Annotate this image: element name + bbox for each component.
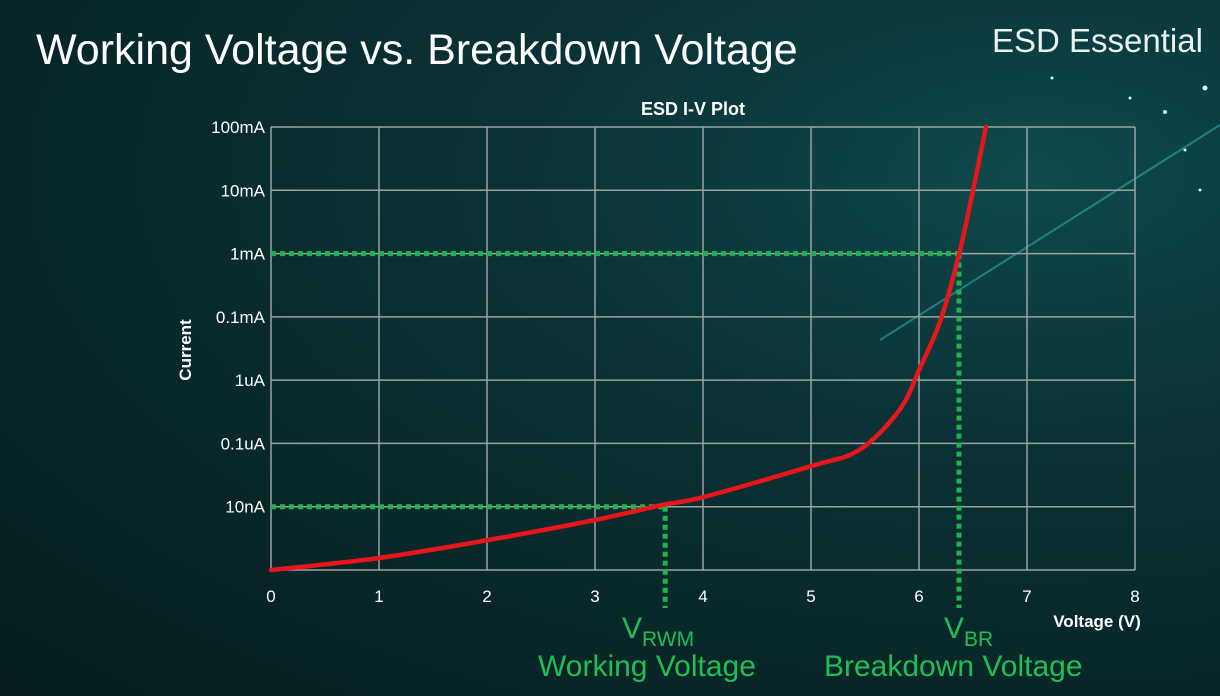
vrwm-symbol: VRWM: [622, 612, 695, 651]
y-axis-label: Current: [176, 319, 195, 381]
x-tick-label: 0: [266, 587, 275, 606]
x-tick-label: 5: [806, 587, 815, 606]
x-tick-label: 6: [914, 587, 923, 606]
chart-title: ESD I-V Plot: [641, 99, 745, 119]
y-tick-label: 100mA: [211, 118, 266, 137]
x-tick-label: 8: [1130, 587, 1139, 606]
x-tick-label: 7: [1022, 587, 1031, 606]
x-axis-label: Voltage (V): [1053, 612, 1141, 631]
x-tick-label: 1: [374, 587, 383, 606]
slide-title: Working Voltage vs. Breakdown Voltage: [36, 26, 798, 74]
vrwm-caption: Working Voltage: [538, 650, 756, 683]
y-tick-label: 10nA: [225, 498, 265, 517]
y-tick-label: 0.1mA: [216, 308, 266, 327]
brand-logo-text: ESD Essential: [992, 22, 1203, 59]
x-tick-label: 3: [590, 587, 599, 606]
iv-curve: [268, 124, 989, 573]
y-tick-label: 0.1uA: [221, 434, 266, 453]
y-tick-label: 1uA: [235, 371, 266, 390]
vbr-symbol: VBR: [944, 612, 994, 651]
y-tick-label: 1mA: [230, 245, 266, 264]
decorative-streak: [879, 76, 1220, 341]
x-tick-label: 4: [698, 587, 707, 606]
vbr-caption: Breakdown Voltage: [824, 650, 1083, 683]
y-tick-label: 10mA: [221, 181, 266, 200]
x-tick-label: 2: [482, 587, 491, 606]
